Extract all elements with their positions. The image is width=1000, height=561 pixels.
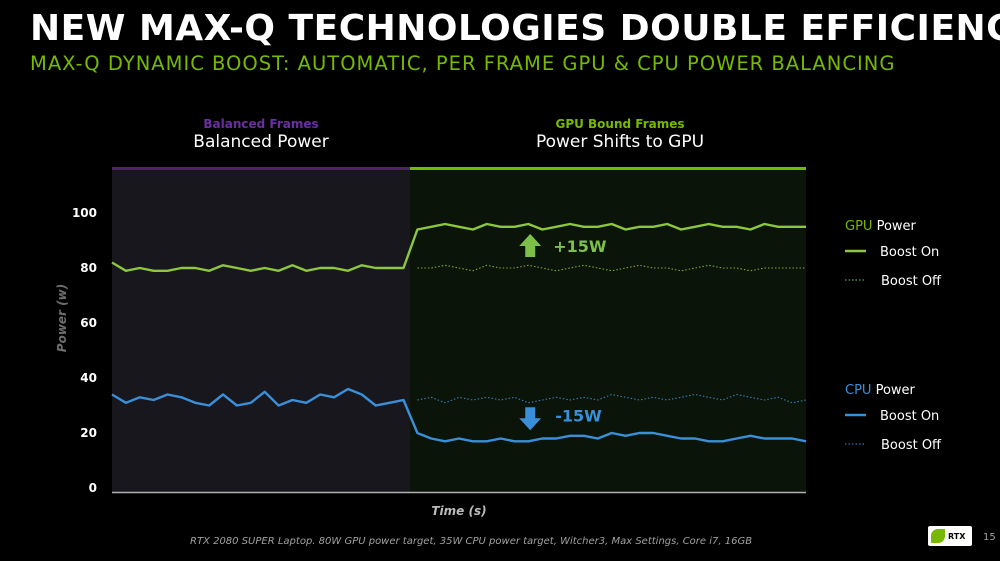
legend-cpu-suffix: Power: [871, 383, 915, 398]
annotation-cpu-delta: -15W: [555, 406, 602, 425]
x-axis-label: Time (s): [431, 504, 486, 518]
phase-gpu-bound-label: Power Shifts to GPU: [536, 132, 704, 152]
footnote: RTX 2080 SUPER Laptop. 80W GPU power tar…: [190, 536, 753, 547]
gpu-boost-on-line: [111, 222, 806, 272]
legend-cpu-on-label: Boost On: [880, 409, 939, 424]
legend-gpu-on-label: Boost On: [880, 245, 939, 260]
y-tick-label: 0: [89, 481, 97, 495]
legend-gpu-title: GPU Power: [845, 219, 917, 234]
slide-title: NEW MAX-Q TECHNOLOGIES DOUBLE EFFICIENCY: [30, 8, 1000, 49]
phase-balanced-kicker: Balanced Frames: [203, 117, 318, 131]
phase-gpu-bound-bg: [410, 168, 806, 492]
page-number: 15: [983, 532, 996, 543]
cpu-boost-off-line: [417, 393, 807, 404]
nvidia-rtx-badge: RTX: [928, 526, 972, 546]
legend-gpu-off-label: Boost Off: [881, 274, 942, 289]
legend-cpu-group: CPU: [845, 383, 871, 398]
y-tick-label: 100: [72, 206, 97, 220]
gpu-boost-off-line: [417, 264, 806, 272]
y-axis-label: Power (w): [55, 284, 69, 352]
cpu-boost-on-line: [111, 387, 807, 443]
annotation-gpu-delta: +15W: [553, 237, 607, 256]
nvidia-eye-icon: [931, 529, 945, 543]
series-layer: [111, 222, 807, 443]
arrow-up-icon: [519, 234, 542, 257]
annotation-cpu-down: -15W: [519, 406, 602, 431]
legend-gpu-suffix: Power: [872, 219, 916, 234]
phase-gpu-bound-kicker: GPU Bound Frames: [555, 117, 684, 131]
annotation-gpu-up: +15W: [519, 234, 607, 257]
legend-cpu-off-label: Boost Off: [881, 438, 942, 453]
arrow-down-icon: [519, 407, 542, 431]
phase-balanced-bg: [112, 168, 410, 492]
legend: GPU Power Boost On Boost Off CPU Power B…: [845, 219, 942, 453]
y-axis-ticks: 0 20 40 60 80 100: [72, 206, 97, 495]
y-tick-label: 60: [80, 316, 97, 330]
y-tick-label: 80: [80, 261, 97, 275]
badge-text: RTX: [948, 531, 966, 541]
phase-balanced-label: Balanced Power: [193, 132, 328, 152]
slide-subtitle: MAX-Q DYNAMIC BOOST: AUTOMATIC, PER FRAM…: [30, 52, 896, 75]
y-tick-label: 20: [80, 426, 97, 440]
legend-cpu-title: CPU Power: [845, 383, 916, 398]
legend-gpu-group: GPU: [845, 219, 872, 234]
y-tick-label: 40: [80, 371, 97, 385]
